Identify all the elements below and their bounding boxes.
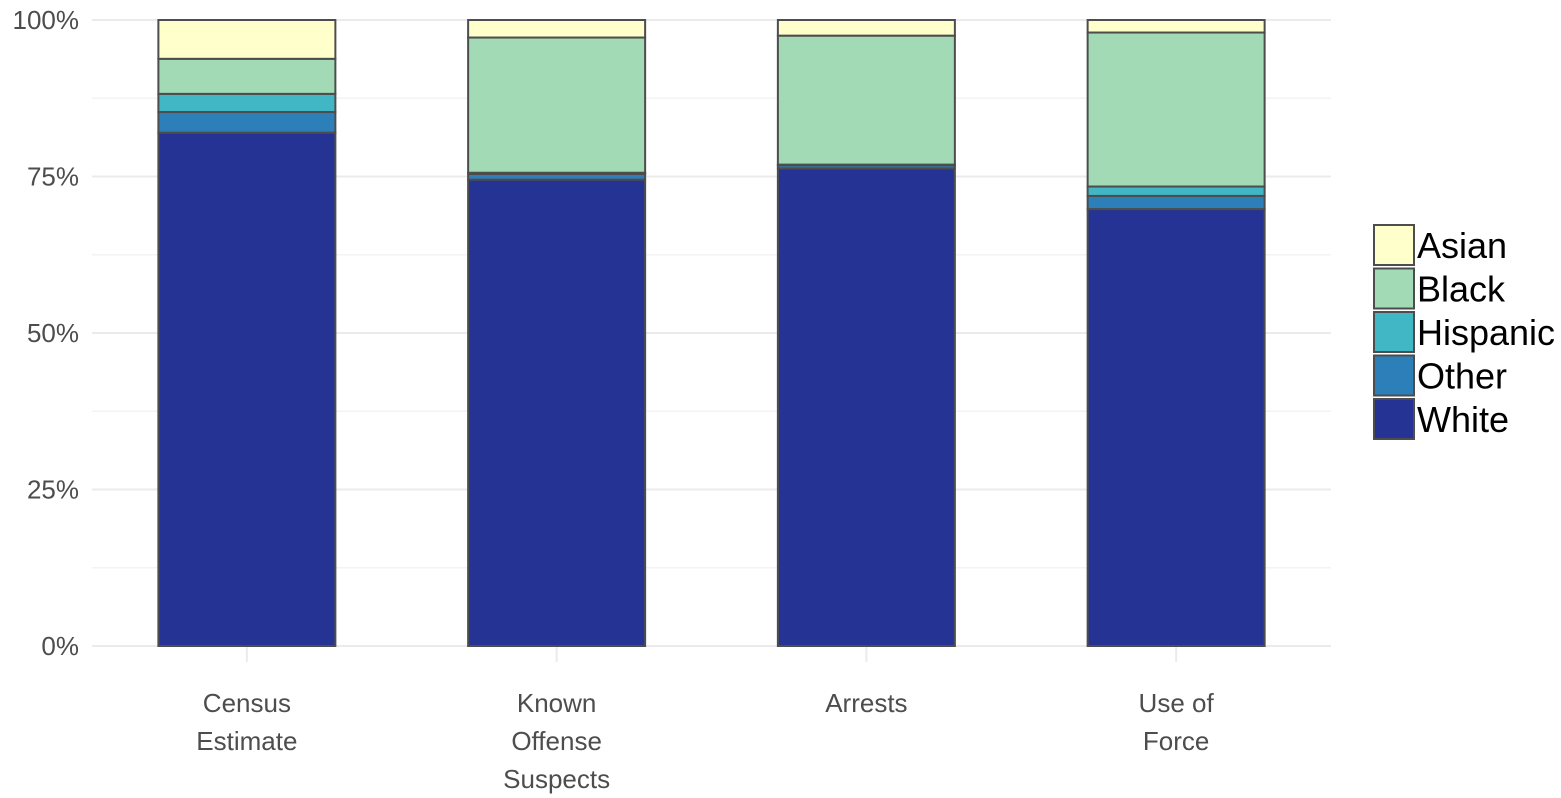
bar-segment-black (776, 34, 956, 166)
bar-segment-hispanic (1086, 185, 1266, 197)
y-tick-label: 25% (27, 475, 79, 505)
bar-segment-other (157, 111, 337, 134)
bar-segment-asian (776, 19, 956, 37)
legend-label-other: Other (1417, 356, 1507, 397)
x-tick-label: Offense (511, 726, 602, 756)
bar-segment-asian (467, 19, 647, 39)
y-axis: 0% 25% 50% 75% 100% (13, 5, 80, 661)
legend-label-white: White (1417, 399, 1509, 440)
x-tick-label: Suspects (503, 764, 610, 794)
y-tick-label: 0% (41, 631, 79, 661)
bar-segment-asian (157, 19, 337, 60)
legend-key-white (1373, 398, 1415, 440)
legend-label-asian: Asian (1417, 225, 1507, 266)
bar-segment-black (467, 36, 647, 174)
bar-segment-asian (1086, 19, 1266, 34)
x-tick-label: Force (1143, 726, 1209, 756)
legend-label-black: Black (1417, 269, 1506, 310)
bar-segment-white (467, 178, 647, 647)
bar-segment-hispanic (157, 92, 337, 114)
bar-segment-other (1086, 194, 1266, 211)
legend-key-other (1373, 354, 1415, 397)
x-tick-label: Census (203, 688, 291, 718)
legend-key-asian (1373, 224, 1415, 266)
x-tick-label: Estimate (196, 726, 297, 756)
x-tick-label: Arrests (825, 688, 907, 718)
bar-segment-white (776, 167, 956, 647)
y-tick-label: 50% (27, 318, 79, 348)
bar-stacks (157, 19, 1266, 647)
x-tick-label: Known (517, 688, 597, 718)
y-tick-label: 75% (27, 162, 79, 192)
legend-label-hispanic: Hispanic (1417, 312, 1555, 353)
x-axis: Census Estimate Known Offense Suspects Arrest… (196, 688, 1214, 794)
bar-segment-white (157, 131, 337, 647)
x-tick-label: Use of (1139, 688, 1215, 718)
bar-segment-black (1086, 31, 1266, 188)
bar-segment-white (1086, 208, 1266, 647)
bar-segment-black (157, 57, 337, 95)
y-tick-label: 100% (13, 5, 80, 35)
legend-key-black (1373, 267, 1415, 310)
legend-key-hispanic (1373, 311, 1415, 353)
